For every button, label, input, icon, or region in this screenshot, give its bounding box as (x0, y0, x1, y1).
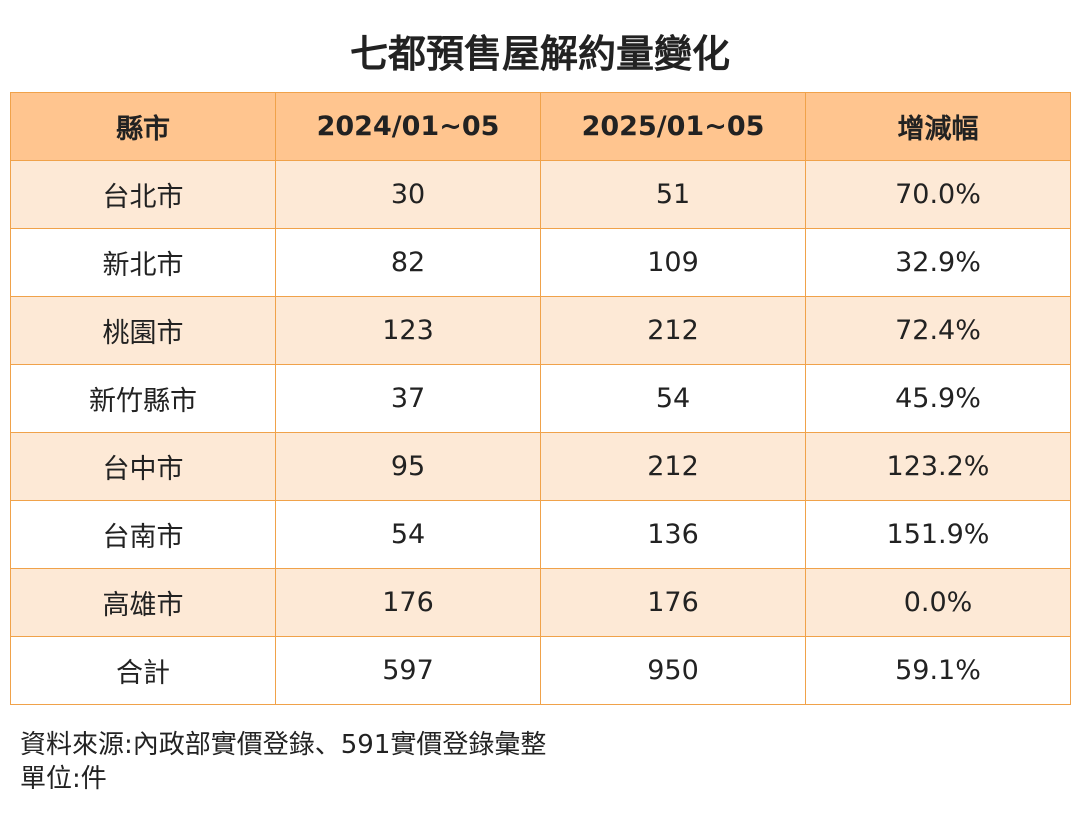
table-row: 新竹縣市 37 54 45.9% (10, 364, 1071, 433)
header-city: 縣市 (10, 92, 276, 161)
cell-2024: 54 (275, 500, 541, 569)
cell-2024: 123 (275, 296, 541, 365)
cell-change: 72.4% (805, 296, 1071, 365)
cell-2024: 82 (275, 228, 541, 297)
cell-2025: 51 (540, 160, 806, 229)
cell-2025: 212 (540, 432, 806, 501)
cell-2024: 30 (275, 160, 541, 229)
cell-city: 新竹縣市 (10, 364, 276, 433)
cell-2025: 950 (540, 636, 806, 705)
cell-city: 高雄市 (10, 568, 276, 637)
cell-2025: 109 (540, 228, 806, 297)
cell-city: 台中市 (10, 432, 276, 501)
cell-2024: 176 (275, 568, 541, 637)
cell-2025: 176 (540, 568, 806, 637)
cell-change: 32.9% (805, 228, 1071, 297)
page-title: 七都預售屋解約量變化 (349, 32, 730, 76)
cell-2024: 37 (275, 364, 541, 433)
footer-notes: 資料來源:內政部實價登錄、591實價登錄彙整 單位:件 (20, 728, 546, 796)
cell-2024: 95 (275, 432, 541, 501)
cell-change: 70.0% (805, 160, 1071, 229)
data-table: 縣市 2024/01~05 2025/01~05 增減幅 台北市 30 51 7… (10, 92, 1071, 705)
table-row: 桃園市 123 212 72.4% (10, 296, 1071, 365)
table-row: 台中市 95 212 123.2% (10, 432, 1071, 501)
cell-city: 桃園市 (10, 296, 276, 365)
cell-change: 45.9% (805, 364, 1071, 433)
source-note: 資料來源:內政部實價登錄、591實價登錄彙整 (20, 730, 547, 760)
cell-change: 0.0% (805, 568, 1071, 637)
header-2025: 2025/01~05 (540, 92, 806, 161)
cell-city: 合計 (10, 636, 276, 705)
header-2024: 2024/01~05 (275, 92, 541, 161)
cell-change: 151.9% (805, 500, 1071, 569)
table-row: 新北市 82 109 32.9% (10, 228, 1071, 297)
table-row: 高雄市 176 176 0.0% (10, 568, 1071, 637)
cell-2024: 597 (275, 636, 541, 705)
cell-2025: 54 (540, 364, 806, 433)
header-change: 增減幅 (805, 92, 1071, 161)
cell-2025: 136 (540, 500, 806, 569)
cell-2025: 212 (540, 296, 806, 365)
table-row: 台南市 54 136 151.9% (10, 500, 1071, 569)
table-row: 台北市 30 51 70.0% (10, 160, 1071, 229)
table-row-total: 合計 597 950 59.1% (10, 636, 1071, 705)
cell-city: 台南市 (10, 500, 276, 569)
cell-change: 123.2% (805, 432, 1071, 501)
cell-city: 新北市 (10, 228, 276, 297)
cell-change: 59.1% (805, 636, 1071, 705)
table-header-row: 縣市 2024/01~05 2025/01~05 增減幅 (10, 92, 1071, 161)
unit-note: 單位:件 (20, 764, 107, 794)
cell-city: 台北市 (10, 160, 276, 229)
